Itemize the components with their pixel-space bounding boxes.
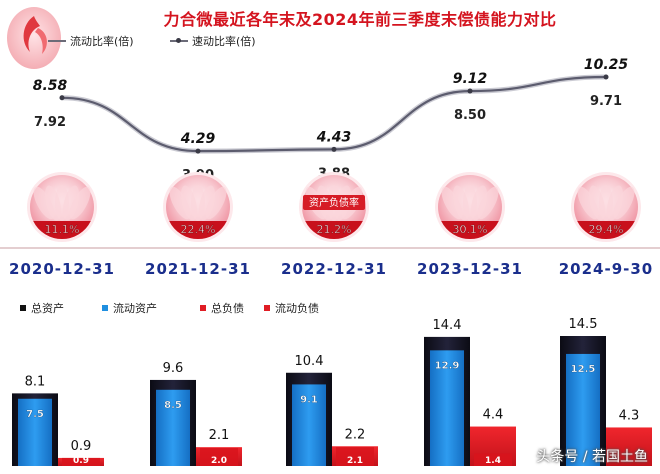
legend-square — [102, 305, 108, 311]
legend-label: 总负债 — [211, 302, 244, 315]
current-liabilities-label: 1.4 — [485, 456, 501, 466]
debt-ratio-label: 11.1% — [45, 223, 80, 236]
current-ratio-data-label: 4.43 — [316, 129, 352, 145]
current-assets-bar — [292, 384, 326, 466]
date-label: 2021-12-31 — [145, 260, 251, 278]
legend-total-liabilities: 总负债 — [200, 300, 244, 316]
current-assets-bar — [566, 353, 600, 466]
current-liabilities-bar — [62, 457, 100, 466]
legend-label: 总资产 — [31, 302, 64, 315]
total-liabilities-label: 0.9 — [71, 439, 92, 454]
debt-ratio-fill — [577, 221, 635, 239]
legend-label: 流动资产 — [113, 302, 157, 315]
total-liabilities-label: 2.2 — [345, 427, 366, 442]
current-assets-label: 12.9 — [435, 360, 460, 371]
debt-ratio-label: 29.4% — [589, 223, 624, 236]
company-logo — [7, 7, 61, 69]
debt-ratio-fill — [305, 221, 363, 240]
current-liabilities-label: 2.1 — [347, 456, 363, 466]
legend-line-swatch — [48, 40, 66, 42]
legend-current-liabilities: 流动负债 — [264, 300, 319, 316]
total-assets-label: 9.6 — [163, 361, 184, 376]
legend-label: 流动负债 — [275, 302, 319, 315]
legend-total-assets: 总资产 — [20, 300, 64, 316]
debt-ratio-label: 22.4% — [181, 223, 216, 236]
date-label: 2024-9-30 — [559, 260, 654, 278]
debt-ratio-fill — [169, 221, 227, 240]
debt-ratio-title-bg — [303, 195, 365, 210]
current-assets-bar — [430, 350, 464, 466]
legend-square — [200, 305, 206, 311]
legend-square — [264, 305, 270, 311]
total-assets-label: 14.4 — [433, 318, 462, 333]
current-assets-label: 12.5 — [571, 364, 596, 375]
legend-square — [20, 305, 26, 311]
current-ratio-point — [467, 88, 473, 94]
flower-petal — [69, 186, 91, 220]
debt-ratio-fill — [441, 221, 499, 240]
current-liabilities-bar — [474, 453, 512, 466]
current-ratio-data-label: 9.12 — [453, 71, 488, 87]
legend-quick-ratio: 速动比率(倍) — [170, 33, 256, 49]
legend-line-dot-swatch — [170, 38, 188, 43]
total-liabilities-label: 4.4 — [483, 408, 504, 423]
date-label: 2020-12-31 — [9, 260, 115, 278]
total-assets-label: 14.5 — [569, 317, 598, 332]
total-liabilities-bar — [606, 427, 652, 466]
legend-current-ratio: 流动比率(倍) — [48, 33, 134, 49]
flower-petal — [205, 186, 227, 220]
total-liabilities-label: 2.1 — [209, 428, 230, 443]
date-label: 2023-12-31 — [417, 260, 523, 278]
debt-ratio-fill — [33, 221, 91, 239]
quick-ratio-data-label: 8.50 — [454, 108, 486, 123]
current-ratio-data-label: 10.25 — [584, 57, 629, 73]
current-liabilities-label: 2.0 — [211, 456, 227, 466]
current-ratio-point — [603, 74, 609, 80]
current-assets-label: 9.1 — [300, 394, 318, 405]
current-ratio-data-label: 4.29 — [180, 131, 216, 147]
current-ratio-point — [331, 146, 337, 152]
total-assets-label: 8.1 — [25, 374, 46, 389]
flower-petal — [613, 186, 635, 220]
total-liabilities-label: 4.3 — [619, 408, 640, 423]
current-liabilities-label: 0.9 — [73, 456, 89, 466]
current-assets-bar — [18, 398, 52, 466]
current-assets-label: 7.5 — [26, 409, 44, 420]
current-ratio-point — [195, 148, 201, 154]
current-liabilities-bar — [200, 448, 238, 466]
legend-label: 速动比率(倍) — [192, 35, 256, 48]
legend-current-assets: 流动资产 — [102, 300, 157, 316]
legend-label: 流动比率(倍) — [70, 35, 134, 48]
debt-ratio-circle: 22.4% — [163, 172, 233, 242]
quick-ratio-data-label: 7.92 — [34, 115, 66, 130]
debt-ratio-circle: 29.4% — [571, 172, 641, 242]
debt-ratio-label: 30.1% — [453, 223, 488, 236]
current-ratio-data-label: 8.58 — [33, 78, 68, 94]
current-assets-label: 8.5 — [164, 400, 182, 411]
debt-ratio-circle: 11.1% — [27, 172, 97, 242]
debt-ratio-circle: 30.1% — [435, 172, 505, 242]
current-ratio-point — [59, 95, 65, 101]
current-assets-bar — [156, 389, 190, 466]
date-label: 2022-12-31 — [281, 260, 387, 278]
debt-ratio-title: 资产负债率 — [309, 196, 359, 209]
watermark: 头条号 / 若国土鱼 — [536, 449, 648, 465]
quick-ratio-data-label: 9.71 — [590, 94, 622, 109]
total-assets-label: 10.4 — [295, 354, 324, 369]
flower-petal — [477, 186, 499, 220]
chart-title: 力合微最近各年末及2024年前三季度末偿债能力对比 — [163, 10, 557, 29]
debt-ratio-label: 21.2% — [317, 223, 352, 236]
current-liabilities-bar — [336, 447, 374, 466]
